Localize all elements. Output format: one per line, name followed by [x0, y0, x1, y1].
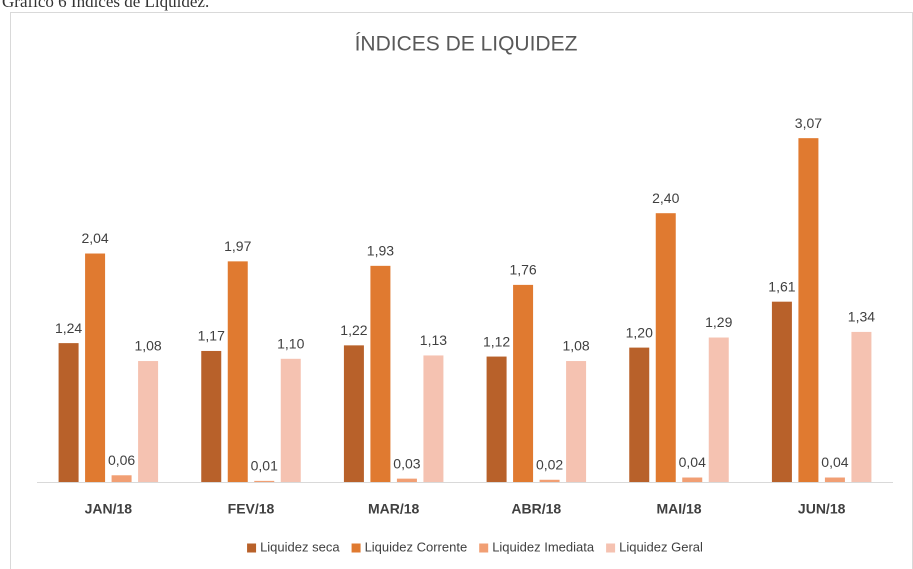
legend-swatch	[479, 543, 489, 553]
data-label: 0,06	[108, 452, 135, 468]
data-label: 0,04	[821, 454, 848, 470]
legend-label: Liquidez seca	[260, 539, 340, 554]
chart-frame	[10, 12, 913, 569]
data-label: 1,10	[277, 336, 304, 352]
caption: Gráfico 6 Índices de Liquidez.	[2, 0, 209, 11]
x-tick-label: FEV/18	[228, 501, 275, 517]
bar	[566, 361, 587, 482]
bar	[539, 479, 560, 482]
data-label: 0,02	[536, 456, 563, 472]
data-label: 1,24	[55, 320, 82, 336]
data-label: 0,01	[251, 458, 278, 474]
bar	[771, 301, 792, 482]
data-label: 0,04	[679, 454, 706, 470]
data-label: 2,04	[81, 230, 108, 246]
data-label: 0,03	[393, 455, 420, 471]
data-label: 1,97	[224, 238, 251, 254]
data-label: 3,07	[795, 115, 822, 131]
data-label: 1,61	[768, 278, 795, 294]
x-tick-label: JUN/18	[798, 501, 846, 517]
bar	[85, 253, 106, 482]
bar	[824, 477, 845, 482]
bar	[138, 361, 159, 482]
bar	[682, 477, 703, 482]
legend-swatch	[247, 543, 257, 553]
bar	[629, 347, 650, 482]
data-label: 2,40	[652, 190, 679, 206]
data-label: 1,12	[483, 333, 510, 349]
bar	[423, 355, 444, 482]
bar	[708, 337, 729, 482]
data-label: 1,20	[626, 324, 653, 340]
legend-swatch	[606, 543, 616, 553]
bar	[513, 284, 534, 482]
bar	[254, 480, 275, 482]
legend-label: Liquidez Geral	[619, 539, 703, 554]
data-label: 1,22	[340, 322, 367, 338]
bar	[201, 350, 222, 482]
bar	[111, 475, 132, 482]
x-tick-label: MAI/18	[656, 501, 701, 517]
legend-swatch	[351, 543, 361, 553]
x-tick-label: JAN/18	[85, 501, 133, 517]
legend-item: Liquidez Geral	[606, 539, 703, 554]
bar	[486, 356, 507, 482]
data-label: 1,08	[134, 338, 161, 354]
bar	[280, 358, 301, 482]
chart-title: ÍNDICES DE LIQUIDEZ	[355, 33, 578, 56]
bar	[396, 478, 417, 482]
bar	[851, 331, 872, 482]
data-label: 1,34	[848, 309, 875, 325]
data-label: 1,29	[705, 314, 732, 330]
bar	[370, 265, 391, 482]
legend-item: Liquidez Corrente	[351, 539, 468, 554]
data-label: 1,76	[509, 262, 536, 278]
data-label: 1,93	[367, 243, 394, 259]
bar	[58, 343, 79, 482]
data-label: 1,13	[420, 332, 447, 348]
x-tick-label: MAR/18	[368, 501, 420, 517]
x-tick-label: ABR/18	[511, 501, 561, 517]
legend-item: Liquidez seca	[247, 539, 340, 554]
bar	[227, 261, 248, 482]
legend-item: Liquidez Imediata	[479, 539, 595, 554]
data-label: 1,17	[198, 328, 225, 344]
bar	[343, 345, 364, 482]
legend-label: Liquidez Imediata	[492, 539, 595, 554]
legend-label: Liquidez Corrente	[365, 539, 468, 554]
bar	[655, 213, 676, 482]
bar	[798, 138, 819, 482]
data-label: 1,08	[562, 338, 589, 354]
